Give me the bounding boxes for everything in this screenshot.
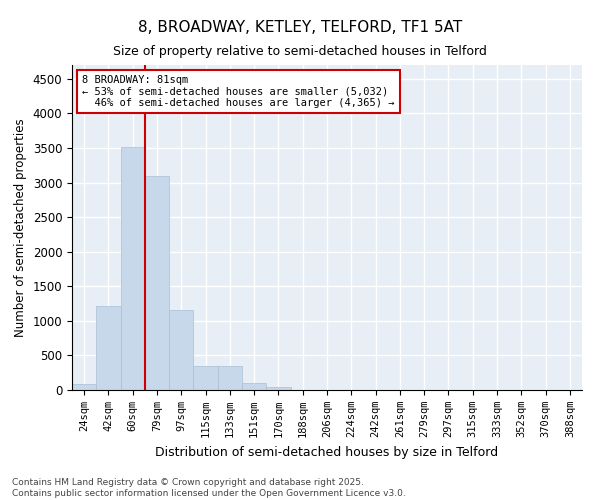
Text: Contains HM Land Registry data © Crown copyright and database right 2025.
Contai: Contains HM Land Registry data © Crown c… [12, 478, 406, 498]
Bar [266, 386, 290, 390]
Text: 8, BROADWAY, KETLEY, TELFORD, TF1 5AT: 8, BROADWAY, KETLEY, TELFORD, TF1 5AT [138, 20, 462, 35]
Bar [72, 384, 96, 390]
X-axis label: Distribution of semi-detached houses by size in Telford: Distribution of semi-detached houses by … [155, 446, 499, 458]
Bar [218, 366, 242, 390]
Bar [145, 176, 169, 390]
Y-axis label: Number of semi-detached properties: Number of semi-detached properties [14, 118, 27, 337]
Bar [242, 383, 266, 390]
Bar [96, 306, 121, 390]
Text: Size of property relative to semi-detached houses in Telford: Size of property relative to semi-detach… [113, 45, 487, 58]
Text: 8 BROADWAY: 81sqm
← 53% of semi-detached houses are smaller (5,032)
  46% of sem: 8 BROADWAY: 81sqm ← 53% of semi-detached… [82, 74, 395, 108]
Bar [169, 310, 193, 390]
Bar [193, 366, 218, 390]
Bar [121, 146, 145, 390]
